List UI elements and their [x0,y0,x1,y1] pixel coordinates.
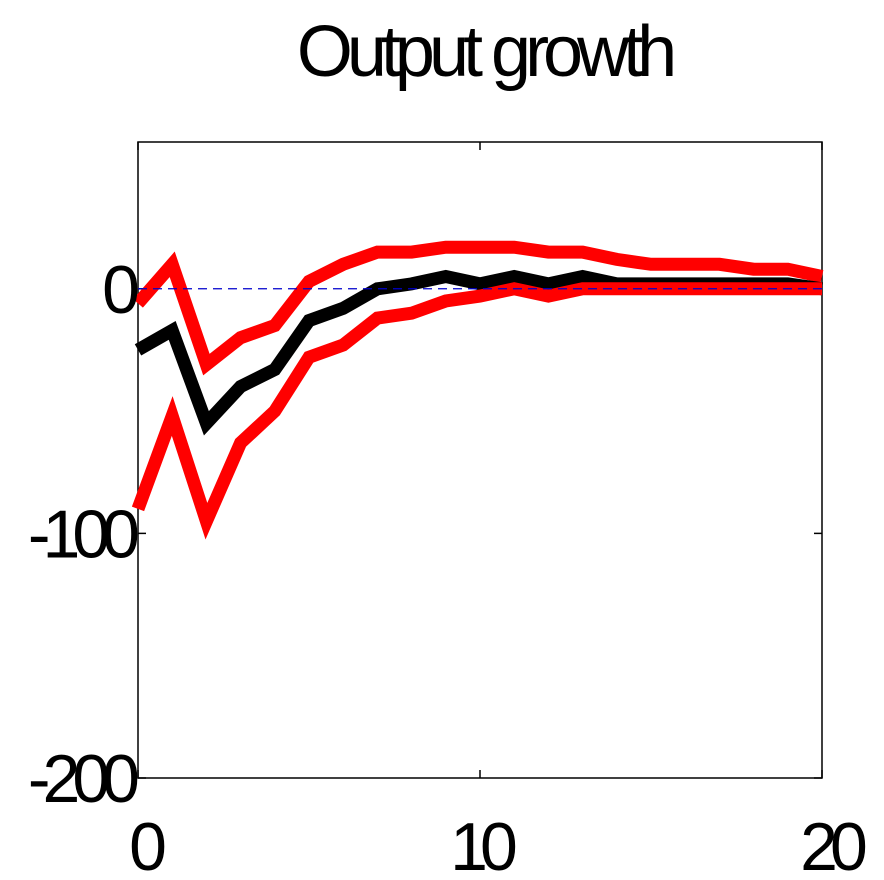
x-tick-label-2: 20 [800,809,866,880]
plot-area [137,141,823,779]
chart-title: Output growth [297,12,673,92]
plot-frame [137,141,823,779]
axis-ticks [137,142,823,779]
series-group [131,240,824,540]
x-tick-label-1: 10 [450,809,516,880]
y-tick-label-1: -100 [28,496,138,572]
y-tick-label-0: 0 [102,252,138,328]
y-tick-label-2: -200 [28,741,138,817]
series-line-0 [133,240,824,376]
x-tick-label-0: 0 [129,809,165,880]
